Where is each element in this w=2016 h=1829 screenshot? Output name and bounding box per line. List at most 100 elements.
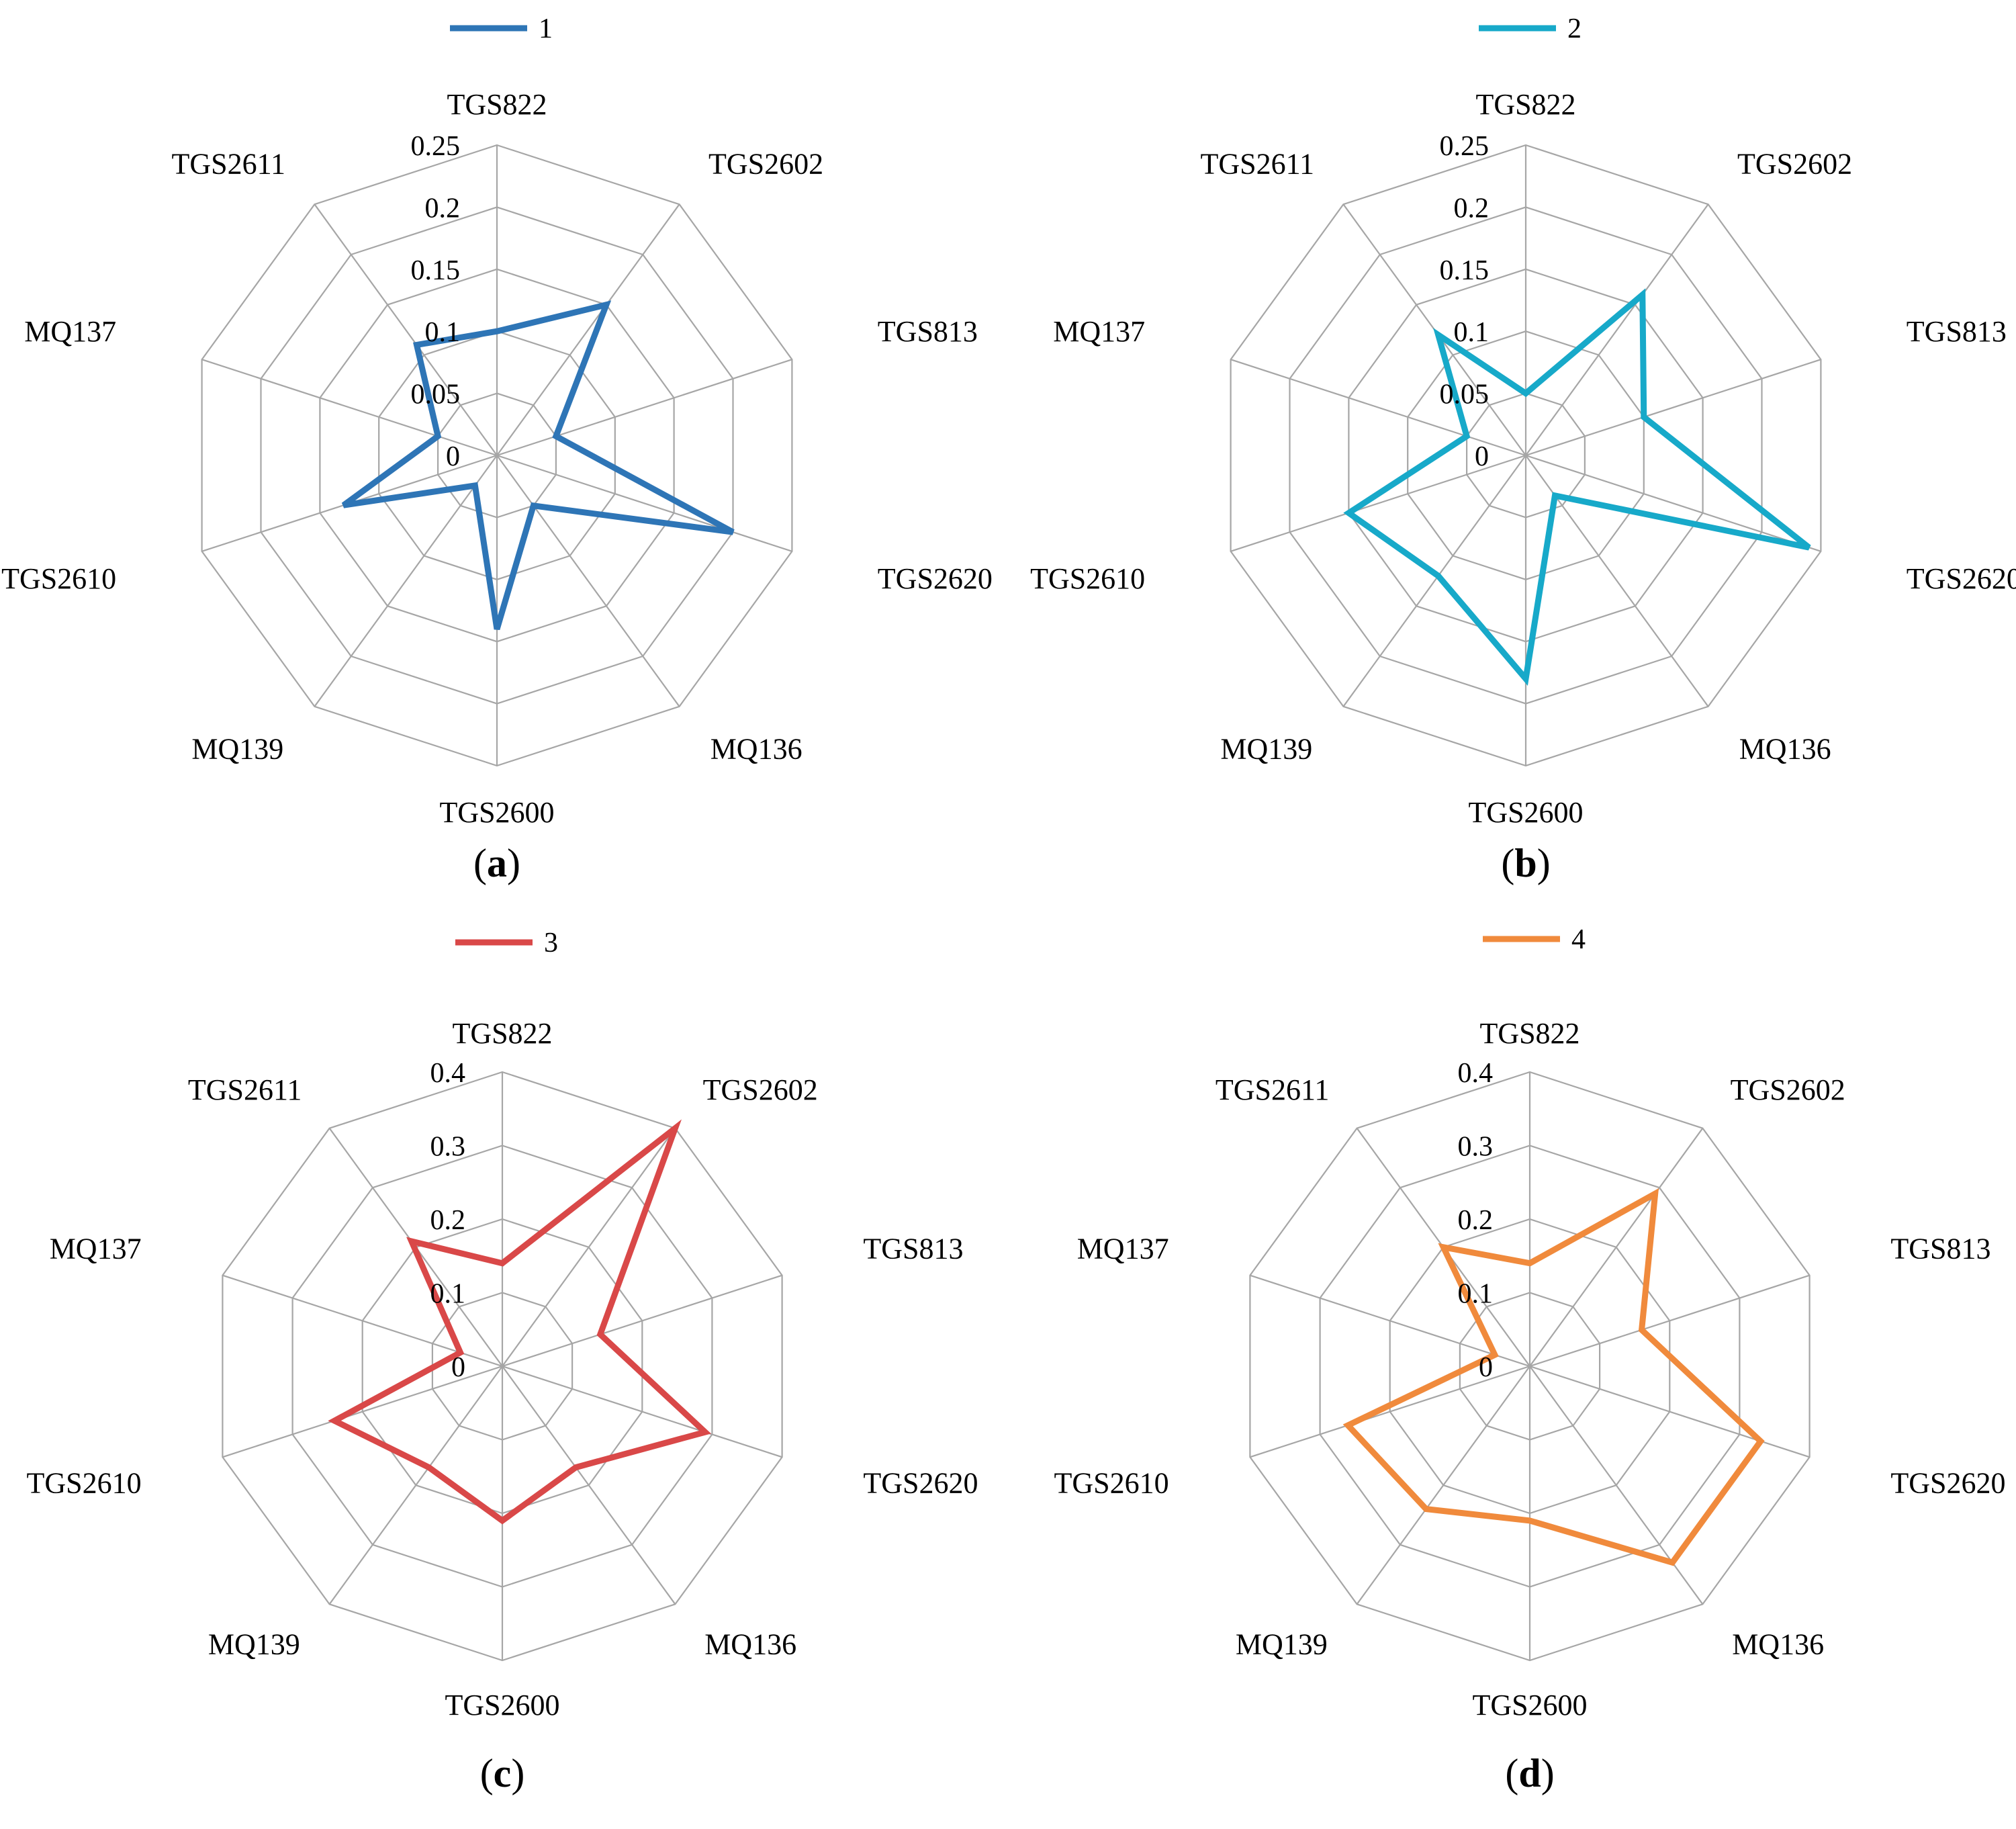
axis-label-TGS2620: TGS2620: [1907, 562, 2016, 595]
legend-label: 3: [544, 928, 558, 958]
tick-label: 0.2: [430, 1205, 466, 1236]
axis-spoke: [496, 204, 680, 456]
radar-panel-a: 0 0.05 0.1 0.15 0.2 0.25 TGS822 TGS2602 TGS813 TG…: [1, 13, 993, 885]
axis-spoke: [496, 359, 792, 457]
tick-label: 0.05: [1440, 380, 1490, 410]
axis-spoke: [1525, 359, 1821, 457]
legend-label: 4: [1571, 924, 1586, 955]
panel-label: (a): [473, 841, 520, 885]
legend-label: 2: [1567, 13, 1582, 44]
radar-panel-c: 0 0.1 0.2 0.3 0.4 TGS822 TGS2602 TGS813 TGS2620 M…: [26, 928, 978, 1795]
axis-spoke: [1529, 1274, 1810, 1368]
axis-label-TGS2611: TGS2611: [172, 147, 286, 180]
axis-spoke: [502, 1274, 782, 1368]
radar-panel-b: 0 0.05 0.1 0.15 0.2 0.25 TGS822 TGS2602 TGS813 TG…: [1030, 13, 2016, 885]
legend-label: 1: [539, 13, 553, 44]
tick-label: 0.15: [411, 255, 461, 286]
axis-label-TGS2600: TGS2600: [1472, 1689, 1587, 1722]
axis-label-TGS2611: TGS2611: [1216, 1073, 1330, 1106]
tick-label: 0: [1479, 1352, 1493, 1383]
axis-spoke: [1529, 1366, 1704, 1605]
axis-label-TGS822: TGS822: [452, 1017, 552, 1050]
axis-label-TGS822: TGS822: [447, 88, 547, 121]
tick-label: 0.2: [1458, 1205, 1494, 1236]
panel-label: (c): [480, 1751, 525, 1795]
axis-label-TGS2602: TGS2602: [1737, 147, 1852, 180]
series-line-2: [1343, 288, 1811, 686]
tick-label: 0.3: [1458, 1132, 1494, 1163]
axis-label-TGS813: TGS813: [1907, 315, 2007, 348]
axis-label-MQ139: MQ139: [208, 1628, 300, 1661]
axis-label-MQ139: MQ139: [1220, 732, 1312, 765]
axis-spoke: [1342, 455, 1526, 707]
axis-label-TGS2602: TGS2602: [708, 147, 823, 180]
axis-spoke: [328, 1366, 503, 1605]
axis-spoke: [1230, 454, 1526, 552]
tick-label: 0.1: [425, 317, 461, 348]
series-line-1: [341, 300, 735, 630]
tick-label: 0.2: [1454, 193, 1490, 224]
axis-label-TGS2610: TGS2610: [26, 1467, 141, 1500]
tick-label: 0: [451, 1352, 465, 1383]
tick-label: 0.4: [1458, 1058, 1494, 1089]
axis-label-TGS2600: TGS2600: [439, 796, 554, 829]
axis-spoke: [1525, 204, 1709, 456]
axis-spoke: [1356, 1366, 1530, 1605]
axis-spoke: [222, 1365, 503, 1458]
tick-label: 0.05: [411, 380, 461, 410]
axis-label-TGS822: TGS822: [1475, 88, 1575, 121]
axis-label-MQ139: MQ139: [1236, 1628, 1328, 1661]
axis-spoke: [314, 204, 498, 456]
tick-label: 0.1: [1454, 317, 1490, 348]
axis-label-TGS2620: TGS2620: [863, 1467, 978, 1500]
axis-label-MQ137: MQ137: [1053, 315, 1145, 348]
radar-grid: [222, 1071, 783, 1662]
tick-label: 0: [446, 441, 460, 472]
axis-label-TGS822: TGS822: [1479, 1017, 1579, 1050]
panel-label: (d): [1505, 1751, 1554, 1795]
tick-label: 0.1: [1458, 1279, 1494, 1310]
axis-label-MQ139: MQ139: [191, 732, 283, 765]
tick-label: 0.25: [411, 131, 461, 162]
axis-label-MQ136: MQ136: [1732, 1628, 1824, 1661]
axis-label-TGS2611: TGS2611: [188, 1073, 302, 1106]
axis-label-MQ137: MQ137: [1077, 1232, 1169, 1265]
axis-label-MQ136: MQ136: [711, 732, 803, 765]
axis-spoke: [1250, 1274, 1530, 1368]
axis-spoke: [1250, 1365, 1530, 1458]
radar-grid: [1249, 1071, 1811, 1662]
axis-spoke: [496, 454, 792, 552]
tick-label: 0.2: [425, 193, 461, 224]
axis-label-TGS813: TGS813: [863, 1232, 963, 1265]
tick-label: 0.25: [1440, 131, 1490, 162]
tick-label: 0.1: [430, 1279, 466, 1310]
radar-grid: [201, 144, 793, 767]
axis-spoke: [201, 359, 498, 457]
axis-spoke: [1230, 359, 1526, 457]
tick-label: 0.15: [1440, 255, 1490, 286]
axis-label-TGS2602: TGS2602: [703, 1073, 818, 1106]
axis-label-TGS2620: TGS2620: [878, 562, 993, 595]
axis-label-TGS2610: TGS2610: [1, 562, 116, 595]
axis-spoke: [502, 1365, 782, 1458]
axis-label-TGS2610: TGS2610: [1030, 562, 1145, 595]
axis-spoke: [502, 1128, 676, 1367]
tick-label: 0: [1475, 441, 1489, 472]
axis-spoke: [502, 1366, 676, 1605]
series-line-3: [328, 1119, 711, 1525]
axis-label-TGS2600: TGS2600: [1468, 796, 1583, 829]
panel-label: (b): [1501, 841, 1550, 885]
axis-label-TGS2611: TGS2611: [1201, 147, 1315, 180]
axis-label-MQ137: MQ137: [24, 315, 116, 348]
series-line-4: [1342, 1188, 1765, 1566]
axis-spoke: [314, 455, 498, 707]
axis-spoke: [222, 1274, 503, 1368]
axis-label-MQ136: MQ136: [704, 1628, 796, 1661]
axis-spoke: [496, 455, 680, 707]
axis-label-TGS2610: TGS2610: [1054, 1467, 1169, 1500]
axis-label-MQ137: MQ137: [50, 1232, 142, 1265]
axis-label-TGS2620: TGS2620: [1890, 1467, 2005, 1500]
radar-grid: [1230, 144, 1822, 767]
